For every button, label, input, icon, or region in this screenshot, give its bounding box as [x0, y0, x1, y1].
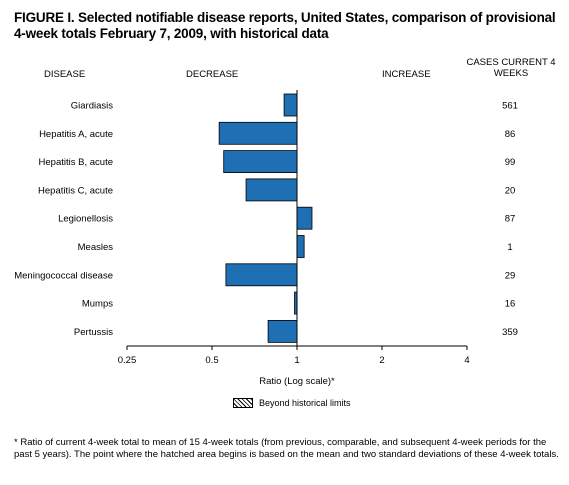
- legend-label: Beyond historical limits: [259, 398, 351, 408]
- cases-value: 1: [507, 242, 512, 253]
- category-label: Hepatitis A, acute: [39, 129, 113, 140]
- data-bar: [218, 121, 298, 145]
- data-bar: [296, 235, 305, 258]
- data-bar: [267, 319, 298, 343]
- cases-value: 16: [505, 299, 516, 310]
- x-tick-label: 1: [294, 355, 299, 366]
- cases-value: 29: [505, 270, 516, 281]
- x-tick-label: 0.25: [118, 355, 137, 366]
- hatched-legend-swatch: [233, 398, 253, 408]
- cases-column-header: CASES CURRENT 4 WEEKS: [466, 57, 556, 79]
- data-bar: [225, 263, 298, 287]
- category-label: Legionellosis: [58, 214, 113, 225]
- category-label: Measles: [78, 242, 114, 253]
- x-tick-label: 4: [464, 355, 469, 366]
- ratio-bar-chart: Giardiasis 561 Hepatitis A, acute 86 Hepatit…: [14, 90, 518, 387]
- cases-value: 359: [502, 327, 518, 338]
- cases-value: 20: [505, 185, 516, 196]
- category-label: Hepatitis B, acute: [39, 157, 113, 168]
- cases-value: 561: [502, 101, 518, 112]
- category-label: Mumps: [82, 299, 113, 310]
- footnote: * Ratio of current 4-week total to mean …: [14, 437, 559, 460]
- cases-value: 99: [505, 157, 516, 168]
- x-tick-label: 0.5: [205, 355, 218, 366]
- category-label: Giardiasis: [71, 101, 113, 112]
- increase-header: INCREASE: [382, 69, 431, 80]
- data-bar: [223, 150, 298, 174]
- chart-legend: Beyond historical limits: [233, 398, 351, 408]
- cases-value: 86: [505, 129, 516, 140]
- category-label: Pertussis: [74, 327, 113, 338]
- disease-column-header: DISEASE: [44, 69, 86, 80]
- data-bar: [296, 206, 313, 230]
- data-bar: [245, 178, 298, 202]
- cases-value: 87: [505, 214, 516, 225]
- x-axis-label: Ratio (Log scale)*: [259, 376, 335, 387]
- figure-title: FIGURE I. Selected notifiable disease re…: [14, 10, 556, 41]
- category-label: Hepatitis C, acute: [38, 185, 113, 196]
- data-bar: [283, 93, 298, 117]
- category-label: Meningococcal disease: [14, 270, 113, 281]
- decrease-header: DECREASE: [186, 69, 239, 80]
- x-tick-label: 2: [379, 355, 384, 366]
